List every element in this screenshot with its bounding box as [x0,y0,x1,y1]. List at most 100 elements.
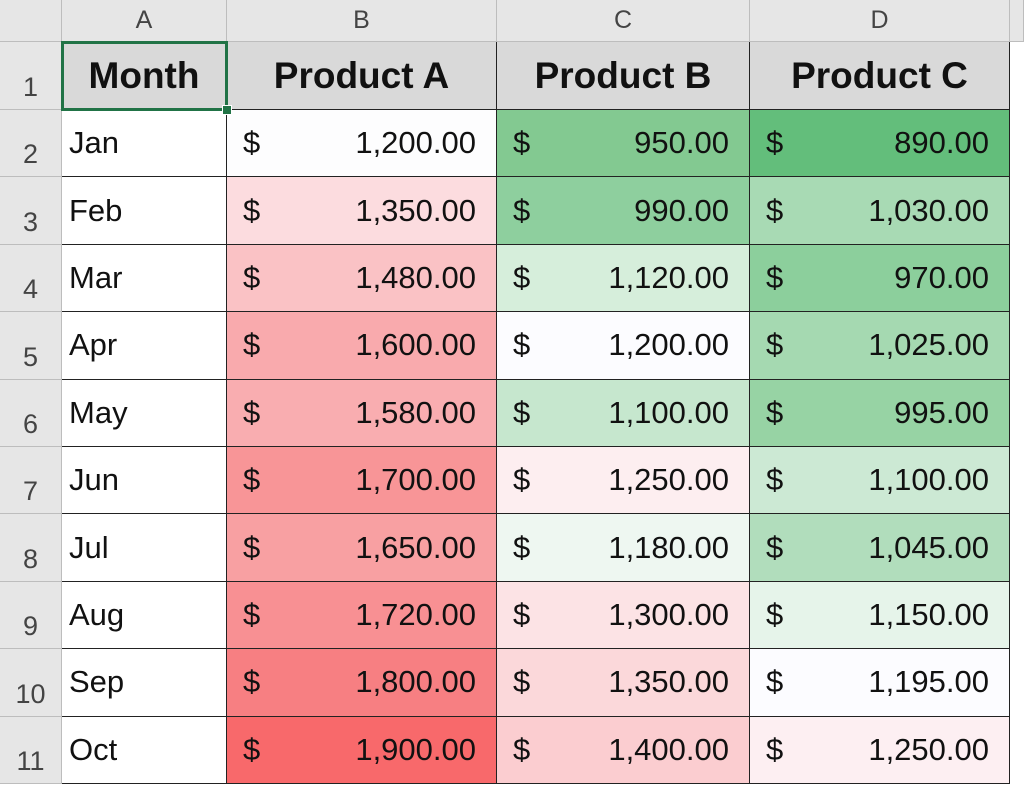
currency-symbol: $ [766,125,784,161]
row-header[interactable]: 5 [0,312,62,380]
currency-symbol: $ [513,596,531,632]
row-header[interactable]: 8 [0,514,62,582]
month-cell[interactable]: May [62,379,227,447]
fill-handle[interactable] [222,105,232,115]
row-header[interactable]: 9 [0,581,62,650]
value-cell[interactable]: $1,300.00 [497,581,750,650]
cell-value: 1,025.00 [868,327,989,363]
column-header[interactable]: C [497,0,750,42]
row-header[interactable]: 1 [0,42,62,110]
cell-value: 995.00 [894,394,989,430]
currency-symbol: $ [766,529,784,565]
value-cell[interactable]: $1,350.00 [227,177,497,245]
month-cell[interactable]: Mar [62,244,227,313]
month-cell[interactable]: Sep [62,649,227,717]
row-header[interactable]: 6 [0,379,62,447]
cell-value: 1,700.00 [355,462,476,498]
cell-value: 1,800.00 [355,664,476,700]
currency-symbol: $ [243,664,261,700]
row-header[interactable]: 11 [0,716,62,784]
value-cell[interactable]: $1,045.00 [750,514,1010,582]
value-cell[interactable]: $1,350.00 [497,649,750,717]
value-cell[interactable]: $1,200.00 [227,110,497,178]
cell-value: 1,250.00 [608,462,729,498]
cell-value: 1,400.00 [608,731,729,767]
cell-value: 1,150.00 [868,596,989,632]
value-cell[interactable]: $1,400.00 [497,716,750,784]
value-cell[interactable]: $1,100.00 [750,447,1010,515]
row-header[interactable]: 10 [0,649,62,717]
column-header[interactable]: D [750,0,1010,42]
cell-value: 1,045.00 [868,529,989,565]
value-cell[interactable]: $1,480.00 [227,244,497,313]
value-cell[interactable]: $950.00 [497,110,750,178]
cell-value: 990.00 [634,192,729,228]
currency-symbol: $ [513,529,531,565]
month-cell[interactable]: Jul [62,514,227,582]
header-cell[interactable]: Product B [497,42,750,110]
value-cell[interactable]: $1,720.00 [227,581,497,650]
cell-value: 1,120.00 [608,259,729,295]
cell-value: 1,480.00 [355,259,476,295]
month-cell[interactable]: Oct [62,716,227,784]
cell-value: 1,650.00 [355,529,476,565]
currency-symbol: $ [766,664,784,700]
value-cell[interactable]: $995.00 [750,379,1010,447]
month-cell[interactable]: Jan [62,110,227,178]
currency-symbol: $ [766,259,784,295]
currency-symbol: $ [513,259,531,295]
value-cell[interactable]: $1,900.00 [227,716,497,784]
value-cell[interactable]: $1,195.00 [750,649,1010,717]
cell-value: 950.00 [634,125,729,161]
month-cell[interactable]: Jun [62,447,227,515]
value-cell[interactable]: $1,120.00 [497,244,750,313]
cell-value: 1,250.00 [868,731,989,767]
currency-symbol: $ [766,192,784,228]
value-cell[interactable]: $1,800.00 [227,649,497,717]
currency-symbol: $ [513,462,531,498]
row-header[interactable]: 3 [0,177,62,245]
cell-value: 1,180.00 [608,529,729,565]
value-cell[interactable]: $1,650.00 [227,514,497,582]
value-cell[interactable]: $1,150.00 [750,581,1010,650]
value-cell[interactable]: $1,025.00 [750,312,1010,380]
cell-value: 890.00 [894,125,989,161]
currency-symbol: $ [243,394,261,430]
currency-symbol: $ [513,664,531,700]
header-cell[interactable]: Product C [750,42,1010,110]
currency-symbol: $ [766,394,784,430]
value-cell[interactable]: $1,250.00 [497,447,750,515]
currency-symbol: $ [513,192,531,228]
value-cell[interactable]: $1,250.00 [750,716,1010,784]
select-all-corner[interactable] [0,0,62,42]
value-cell[interactable]: $1,180.00 [497,514,750,582]
value-cell[interactable]: $970.00 [750,244,1010,313]
month-cell[interactable]: Apr [62,312,227,380]
row-header[interactable]: 2 [0,110,62,178]
header-cell[interactable]: Month [62,42,227,110]
value-cell[interactable]: $990.00 [497,177,750,245]
row-header[interactable]: 7 [0,447,62,515]
month-cell[interactable]: Feb [62,177,227,245]
column-header[interactable]: A [62,0,227,42]
cell-value: 1,200.00 [355,125,476,161]
currency-symbol: $ [513,125,531,161]
currency-symbol: $ [513,731,531,767]
cell-value: 1,030.00 [868,192,989,228]
header-cell[interactable]: Product A [227,42,497,110]
value-cell[interactable]: $1,580.00 [227,379,497,447]
currency-symbol: $ [243,327,261,363]
value-cell[interactable]: $1,030.00 [750,177,1010,245]
column-header[interactable]: B [227,0,497,42]
month-cell[interactable]: Aug [62,581,227,650]
column-header-blank [1010,0,1024,42]
currency-symbol: $ [243,259,261,295]
currency-symbol: $ [243,529,261,565]
value-cell[interactable]: $1,700.00 [227,447,497,515]
value-cell[interactable]: $1,100.00 [497,379,750,447]
row-header[interactable]: 4 [0,244,62,313]
value-cell[interactable]: $890.00 [750,110,1010,178]
value-cell[interactable]: $1,600.00 [227,312,497,380]
value-cell[interactable]: $1,200.00 [497,312,750,380]
